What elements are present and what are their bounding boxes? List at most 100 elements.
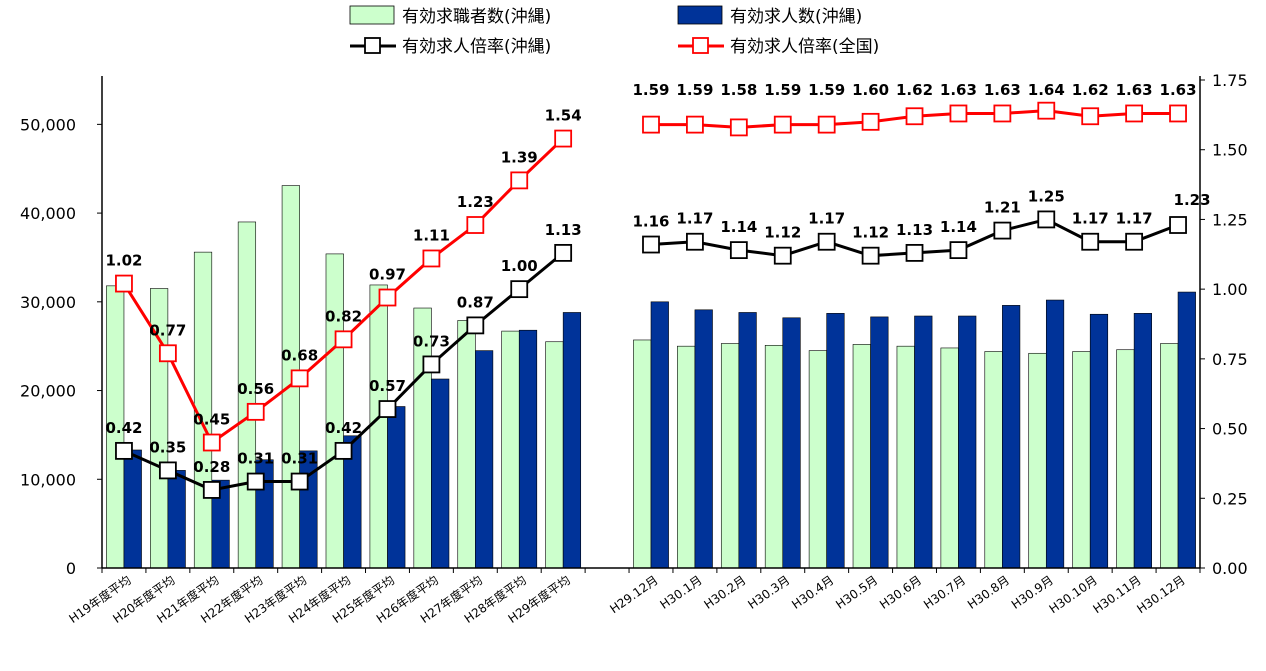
marker-national-ratio-15 (773, 115, 792, 134)
bar-openings-9 (518, 329, 538, 569)
x-tick-label: H30.7月 (921, 573, 968, 612)
marker-national-ratio-14 (729, 118, 748, 137)
x-tick-label: H30.1月 (657, 573, 704, 612)
bar-openings-13 (694, 309, 713, 569)
bar-jobseekers-21 (1028, 352, 1047, 569)
y-right-tick-label: 1.00 (1212, 280, 1248, 299)
bar-openings-15 (782, 317, 801, 569)
bar-openings-1 (167, 470, 186, 569)
marker-national-ratio-22 (1081, 107, 1100, 126)
marker-national-ratio-5 (334, 330, 353, 349)
marker-okinawa-ratio-0 (115, 441, 133, 460)
data-label-national-ratio-17: 1.60 (852, 81, 889, 99)
marker-national-ratio-1 (158, 344, 177, 363)
x-tick-label: H30.12月 (1134, 573, 1187, 616)
marker-national-ratio-13 (686, 115, 704, 134)
marker-national-ratio-2 (202, 433, 221, 452)
bar-openings-23 (1133, 313, 1152, 569)
marker-okinawa-ratio-14 (729, 241, 748, 260)
bar-openings-16 (826, 313, 845, 569)
legend-swatch-bar (677, 5, 723, 25)
data-label-national-ratio-12: 1.59 (632, 81, 669, 99)
marker-national-ratio-8 (466, 216, 485, 234)
bar-jobseekers-15 (764, 344, 784, 569)
bar-jobseekers-5 (325, 253, 344, 569)
data-label-okinawa-ratio-13: 1.17 (676, 210, 713, 228)
y-right-tick-label: 0.25 (1212, 489, 1248, 508)
marker-national-ratio-21 (1037, 101, 1056, 120)
data-label-okinawa-ratio-8: 0.87 (457, 293, 494, 311)
marker-national-ratio-12 (642, 115, 660, 134)
marker-okinawa-ratio-21 (1037, 210, 1056, 229)
data-label-okinawa-ratio-12: 1.16 (632, 213, 669, 231)
marker-okinawa-ratio-16 (817, 232, 836, 251)
legend-label: 有効求人倍率(沖縄) (402, 37, 551, 57)
data-label-national-ratio-2: 0.45 (193, 411, 230, 429)
data-label-national-ratio-8: 1.23 (457, 193, 494, 211)
marker-okinawa-ratio-5 (334, 441, 353, 460)
data-label-national-ratio-19: 1.63 (940, 81, 977, 99)
marker-national-ratio-23 (1125, 104, 1144, 123)
x-tick-label: H30.5月 (833, 573, 880, 612)
bar-openings-6 (387, 406, 406, 569)
marker-national-ratio-16 (817, 115, 836, 134)
marker-okinawa-ratio-13 (686, 232, 704, 251)
data-label-okinawa-ratio-23: 1.17 (1116, 210, 1153, 228)
data-label-national-ratio-22: 1.62 (1072, 81, 1109, 99)
data-label-okinawa-ratio-17: 1.12 (852, 224, 889, 242)
data-label-okinawa-ratio-24: 1.23 (1174, 191, 1211, 209)
data-label-national-ratio-9: 1.39 (501, 148, 538, 166)
marker-okinawa-ratio-12 (642, 235, 660, 254)
x-tick-label: H30.10月 (1047, 573, 1100, 616)
legend-label: 有効求人数(沖縄) (730, 7, 862, 27)
data-label-okinawa-ratio-3: 0.31 (237, 450, 274, 468)
bar-openings-7 (431, 378, 450, 569)
x-tick-label: H29.12月 (607, 573, 660, 616)
bar-jobseekers-13 (677, 345, 696, 569)
bar-openings-22 (1089, 313, 1109, 569)
data-label-okinawa-ratio-21: 1.25 (1028, 187, 1065, 205)
data-label-national-ratio-3: 0.56 (237, 380, 274, 398)
y-left-tick-label: 30,000 (20, 293, 76, 312)
bar-openings-19 (958, 315, 977, 569)
bar-openings-4 (299, 450, 318, 569)
data-label-national-ratio-14: 1.58 (720, 81, 757, 99)
x-tick-label: H30.2月 (701, 573, 748, 612)
bar-openings-0 (123, 449, 142, 569)
data-label-okinawa-ratio-0: 0.42 (105, 419, 142, 437)
bar-openings-20 (1002, 305, 1021, 569)
y-right-tick-label: 1.25 (1212, 210, 1248, 229)
legend-item-1: 有効求人数(沖縄) (677, 5, 862, 27)
marker-okinawa-ratio-2 (202, 481, 221, 499)
data-label-national-ratio-15: 1.59 (764, 81, 801, 99)
x-tick-label: H30.11月 (1090, 573, 1143, 616)
data-label-national-ratio-6: 0.97 (369, 266, 406, 284)
bar-openings-14 (738, 312, 757, 569)
legend-swatch-marker (364, 37, 381, 54)
data-label-national-ratio-10: 1.54 (545, 107, 582, 125)
marker-okinawa-ratio-7 (422, 355, 441, 374)
data-label-okinawa-ratio-7: 0.73 (413, 332, 450, 350)
data-label-national-ratio-1: 0.77 (149, 321, 186, 339)
x-tick-label: H30.3月 (745, 573, 792, 612)
bar-jobseekers-14 (720, 343, 740, 569)
y-right-tick-label: 1.75 (1212, 71, 1248, 90)
marker-okinawa-ratio-6 (378, 400, 397, 418)
bar-jobseekers-18 (896, 345, 915, 569)
bar-jobseekers-17 (852, 344, 871, 569)
data-label-national-ratio-5: 0.82 (325, 307, 362, 325)
marker-national-ratio-7 (422, 249, 441, 268)
data-label-national-ratio-24: 1.63 (1160, 81, 1197, 99)
data-label-okinawa-ratio-20: 1.21 (984, 199, 1021, 217)
lines-layer (115, 101, 1187, 499)
bar-jobseekers-24 (1160, 343, 1179, 569)
data-label-okinawa-ratio-1: 0.35 (149, 438, 186, 456)
bar-jobseekers-6 (369, 284, 388, 569)
data-label-national-ratio-0: 1.02 (105, 252, 142, 270)
marker-national-ratio-3 (246, 402, 265, 421)
marker-national-ratio-19 (949, 104, 968, 123)
bar-openings-10 (562, 312, 582, 569)
marker-okinawa-ratio-19 (949, 241, 968, 260)
bar-openings-24 (1177, 291, 1196, 569)
